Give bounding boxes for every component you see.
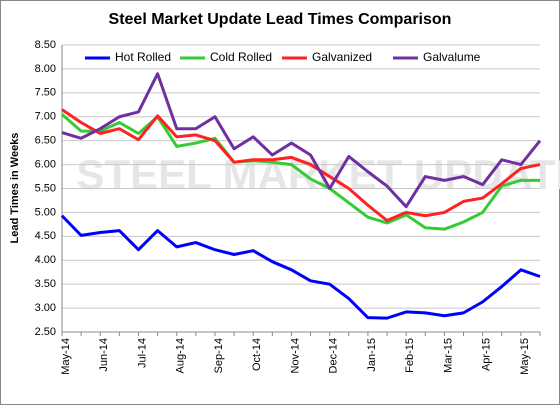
- x-tick-label: Jan-15: [366, 338, 378, 372]
- line-series: [60, 214, 541, 320]
- x-tick-label: Dec-14: [328, 338, 340, 373]
- y-tick-label: 4.00: [35, 254, 56, 266]
- x-tick-label: Feb-15: [404, 338, 416, 373]
- y-tick-label: 7.00: [35, 111, 56, 123]
- watermark: STEEL MARKET UPDATE: [76, 151, 560, 198]
- y-tick-label: 8.50: [35, 39, 56, 51]
- x-tick-label: May-15: [519, 338, 531, 375]
- y-tick-label: 2.50: [35, 326, 56, 338]
- y-tick-label: 5.00: [35, 206, 56, 218]
- x-tick-label: Jul-14: [136, 338, 148, 368]
- y-tick-label: 3.00: [35, 302, 56, 314]
- y-tick-label: 6.00: [35, 158, 56, 170]
- x-tick-label: Mar-15: [442, 338, 454, 373]
- x-tick-label: Jun-14: [98, 338, 110, 372]
- x-tick-label: May-14: [60, 338, 72, 375]
- x-tick-label: Aug-14: [175, 338, 187, 373]
- line-series: [61, 108, 541, 223]
- y-tick-label: 5.50: [35, 182, 56, 194]
- y-tick-label: 6.50: [35, 135, 56, 147]
- x-tick-label: Apr-15: [481, 338, 493, 371]
- x-tick-label: Oct-14: [251, 338, 263, 371]
- chart-title: Steel Market Update Lead Times Compariso…: [109, 11, 452, 28]
- y-axis-title: Lead Times in Weeks: [9, 133, 21, 244]
- x-tick-label: Nov-14: [289, 338, 301, 373]
- y-tick-label: 8.00: [35, 63, 56, 75]
- x-tick-label: Sep-14: [213, 338, 225, 373]
- y-tick-label: 3.50: [35, 278, 56, 290]
- y-tick-label: 7.50: [35, 87, 56, 99]
- y-tick-label: 4.50: [35, 230, 56, 242]
- legend-label: Hot Rolled: [115, 50, 171, 64]
- line-series: [61, 113, 540, 231]
- legend-label: Cold Rolled: [210, 50, 272, 64]
- line-series: [61, 72, 542, 209]
- legend-label: Galvanized: [312, 50, 372, 64]
- legend-label: Galvalume: [423, 50, 481, 64]
